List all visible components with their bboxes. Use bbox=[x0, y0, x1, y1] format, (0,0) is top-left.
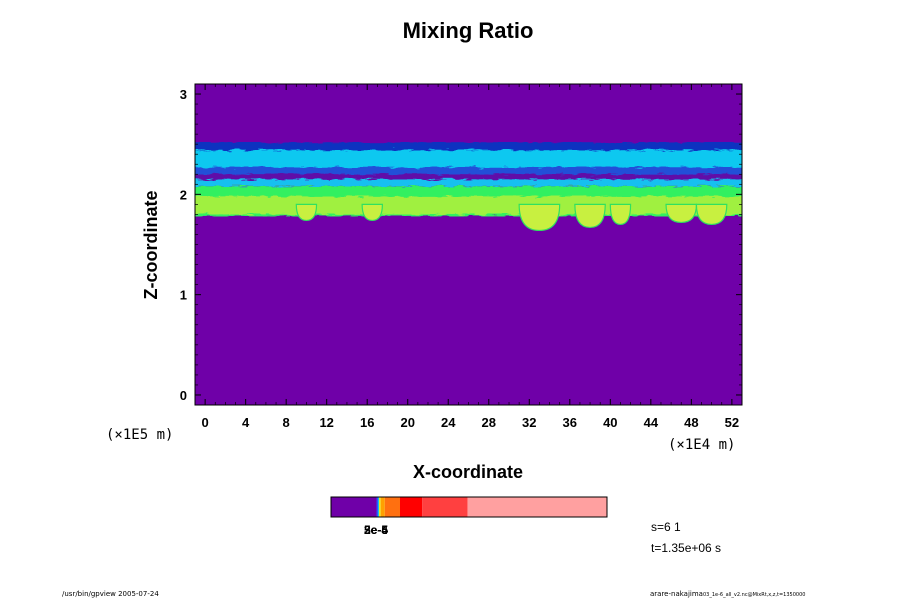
footer-right: arare-nakajima03_1e-6_all_v2.nc@MixRt,x,… bbox=[650, 590, 805, 598]
colorbar-segment-5 bbox=[380, 497, 385, 517]
footer-right-sub: 03_1e-6_all_v2.nc@MixRt,x,z,t=1350000 bbox=[703, 592, 805, 598]
x-tick-label: 28 bbox=[482, 415, 496, 430]
info-s: s=6 1 bbox=[651, 520, 681, 534]
x-tick-label: 4 bbox=[242, 415, 250, 430]
footer-left: /usr/bin/gpview 2005-07-24 bbox=[62, 590, 159, 598]
x-tick-label: 20 bbox=[400, 415, 414, 430]
colorbar-segment-4 bbox=[379, 497, 381, 517]
contour-band-mid-purple-layer bbox=[195, 174, 742, 180]
colorbar-segment-2 bbox=[376, 497, 378, 517]
contour-plume-4 bbox=[574, 204, 606, 228]
contour-band-yellow-green-layer bbox=[195, 196, 742, 215]
x-tick-label: 44 bbox=[644, 415, 659, 430]
chart-title: Mixing Ratio bbox=[403, 18, 534, 43]
footer-right-main: arare-nakajima bbox=[650, 590, 703, 598]
contour-band-lower-cyan-layer bbox=[195, 179, 742, 187]
contour-plume-edge-7 bbox=[695, 203, 728, 226]
colorbar-segment-3 bbox=[377, 497, 380, 517]
x-tick-label: 40 bbox=[603, 415, 617, 430]
contour-plume-edge-4 bbox=[574, 203, 606, 229]
contour-band-upper-dark-blue-layer bbox=[195, 142, 742, 153]
x-tick-label: 32 bbox=[522, 415, 536, 430]
plot-background bbox=[195, 84, 742, 405]
contour-bands bbox=[195, 142, 742, 217]
contour-band-mid-blue-layer bbox=[195, 167, 742, 175]
y-axis-tick-labels: 0 1 2 3 bbox=[180, 87, 187, 403]
y-tick-label: 0 bbox=[180, 388, 187, 403]
contour-plume-edge-1 bbox=[295, 203, 318, 222]
x-tick-label: 48 bbox=[684, 415, 698, 430]
y-tick-label: 2 bbox=[180, 187, 187, 202]
colorbar-labels: 2e-53e-55e-4 bbox=[364, 523, 388, 537]
x-axis-unit: (×1E4 m) bbox=[668, 437, 735, 453]
x-tick-label: 12 bbox=[319, 415, 333, 430]
x-tick-label: 24 bbox=[441, 415, 456, 430]
colorbar-segment-6 bbox=[384, 497, 400, 517]
colorbar-segment-8 bbox=[422, 497, 468, 517]
x-tick-label: 36 bbox=[563, 415, 577, 430]
colorbar-label-3: 5e-4 bbox=[364, 523, 388, 537]
colorbar-segments bbox=[331, 497, 607, 517]
contour-plume-edge-3 bbox=[518, 203, 561, 232]
colorbar-segment-1 bbox=[331, 497, 377, 517]
contour-band-upper-cyan-layer bbox=[195, 150, 742, 169]
colorbar-label-2: 3e-5 bbox=[364, 523, 388, 537]
x-tick-label: 0 bbox=[202, 415, 209, 430]
y-tick-label: 1 bbox=[180, 288, 187, 303]
x-axis-title: X-coordinate bbox=[413, 462, 523, 482]
contour-plume-3 bbox=[519, 204, 560, 231]
colorbar-segment-9 bbox=[467, 497, 607, 517]
colorbar-segment-7 bbox=[400, 497, 423, 517]
y-axis-title: Z-coordinate bbox=[141, 190, 161, 299]
info-t: t=1.35e+06 s bbox=[651, 541, 721, 555]
x-tick-label: 52 bbox=[725, 415, 739, 430]
contour-plume-1 bbox=[296, 204, 317, 221]
x-axis-tick-labels: 0 4 8 12 16 20 24 28 32 36 40 44 48 52 bbox=[202, 415, 740, 430]
x-tick-label: 16 bbox=[360, 415, 374, 430]
contour-plume-6 bbox=[666, 204, 697, 223]
contour-plumes bbox=[295, 203, 728, 232]
colorbar-frame bbox=[330, 496, 608, 518]
y-axis-unit: (×1E5 m) bbox=[106, 427, 173, 443]
colorbar: 2e-53e-55e-4 bbox=[330, 496, 608, 537]
colorbar-label-1: 2e-5 bbox=[364, 523, 388, 537]
axis-ticks bbox=[195, 84, 742, 405]
contour-plume-edge-5 bbox=[609, 203, 632, 226]
contour-plume-2 bbox=[362, 204, 383, 221]
contour-plume-5 bbox=[610, 204, 631, 225]
contour-plume-7 bbox=[696, 204, 727, 225]
y-tick-label: 3 bbox=[180, 87, 187, 102]
contour-plume-edge-6 bbox=[665, 203, 698, 224]
x-tick-label: 8 bbox=[283, 415, 290, 430]
contour-plume-edge-2 bbox=[361, 203, 383, 222]
plot-area bbox=[194, 83, 743, 406]
